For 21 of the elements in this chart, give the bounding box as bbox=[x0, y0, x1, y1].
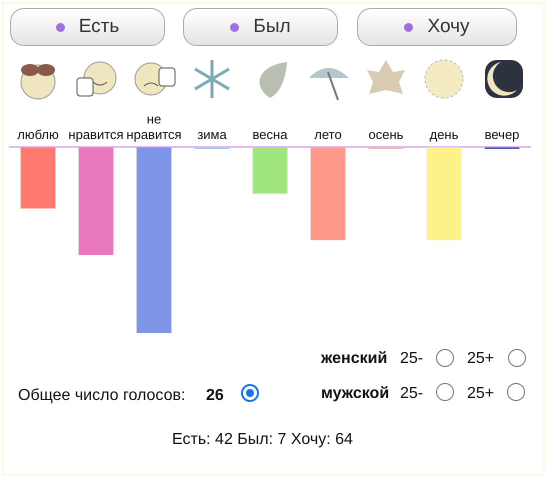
text: 25+ bbox=[467, 385, 494, 403]
text: женский bbox=[321, 350, 388, 368]
x-tick-label: осень bbox=[368, 126, 404, 142]
text: мужской bbox=[321, 385, 390, 403]
x-tick-label: вечер bbox=[484, 126, 520, 142]
x-tick-label: зима bbox=[197, 126, 228, 142]
text: Общее число голосов: bbox=[18, 387, 186, 405]
text: 25- bbox=[400, 350, 424, 368]
text: Есть: 42 Был: 7 Хочу: 64 bbox=[172, 431, 353, 449]
x-tick-label: нравится bbox=[68, 126, 124, 142]
x-tick-label: весна bbox=[252, 126, 288, 142]
text: 25+ bbox=[467, 350, 494, 368]
text: 26 bbox=[206, 387, 224, 405]
x-tick-label: не нравится bbox=[126, 111, 182, 142]
text: Хочу bbox=[427, 16, 470, 38]
text: Был bbox=[253, 16, 291, 38]
text: 25- bbox=[400, 385, 424, 403]
text: Есть bbox=[78, 16, 120, 38]
x-tick-label: лето bbox=[314, 126, 342, 142]
x-tick-label: день bbox=[430, 126, 459, 142]
x-tick-label: люблю bbox=[17, 126, 60, 142]
